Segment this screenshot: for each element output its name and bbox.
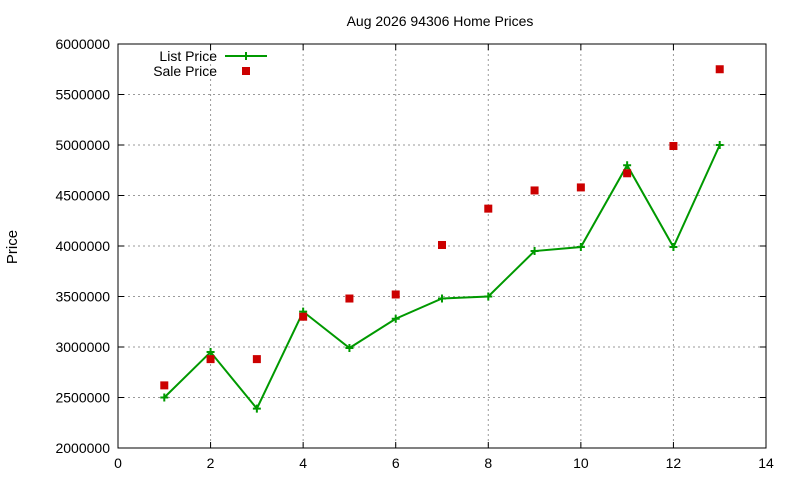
x-tick-label: 14 xyxy=(758,455,774,471)
list-price-series xyxy=(160,141,724,413)
y-tick-label: 5500000 xyxy=(55,87,110,103)
sale-price-point xyxy=(623,169,632,178)
list-price-point xyxy=(345,344,354,353)
list-price-line xyxy=(163,144,721,411)
list-price-point xyxy=(391,314,400,323)
legend-label-sale-price: Sale Price xyxy=(153,63,217,79)
y-tick-label: 4500000 xyxy=(55,188,110,204)
legend-marker-list-price xyxy=(242,52,250,60)
x-tick-label: 0 xyxy=(114,455,122,471)
list-price-point xyxy=(438,294,446,303)
x-tick-label: 6 xyxy=(392,455,400,471)
y-tick-label: 6000000 xyxy=(55,36,110,52)
x-tick-label: 10 xyxy=(573,455,589,471)
legend-label-list-price: List Price xyxy=(159,48,217,64)
x-tick-label: 12 xyxy=(666,455,682,471)
y-tick-label: 3500000 xyxy=(55,289,110,305)
list-price-point xyxy=(252,404,261,413)
list-price-point xyxy=(160,393,169,402)
x-tick-label: 2 xyxy=(207,455,215,471)
sale-price-point xyxy=(438,240,446,249)
list-price-point xyxy=(484,292,493,301)
list-price-point xyxy=(669,243,678,252)
y-tick-label: 5000000 xyxy=(55,137,110,153)
sale-price-point xyxy=(206,355,215,364)
chart-title: Aug 2026 94306 Home Prices xyxy=(347,13,534,29)
sale-price-point xyxy=(160,381,169,390)
x-tick-label: 4 xyxy=(299,455,307,471)
plot-frame xyxy=(117,43,767,449)
list-price-point xyxy=(206,348,215,357)
sale-price-point xyxy=(530,186,539,195)
y-tick-label: 4000000 xyxy=(55,238,110,254)
legend-marker-sale-price xyxy=(242,67,250,75)
grid-lines xyxy=(118,44,766,448)
sale-price-point xyxy=(345,294,354,303)
list-price-point xyxy=(715,141,724,149)
sale-price-point xyxy=(669,142,678,151)
list-price-point xyxy=(530,247,539,256)
list-price-point xyxy=(576,243,585,252)
sale-price-point xyxy=(391,290,400,299)
sale-price-point xyxy=(715,65,724,74)
tick-labels: 0 2 4 6 8 10 12 14 2000000 2500000 3000000 3500000 4… xyxy=(55,36,774,471)
y-axis-label: Price xyxy=(4,230,21,264)
sale-price-point xyxy=(484,204,493,213)
y-tick-label: 2500000 xyxy=(55,390,110,406)
sale-price-point xyxy=(252,355,261,364)
sale-price-point xyxy=(576,183,585,192)
x-tick-label: 8 xyxy=(484,455,492,471)
sale-price-series xyxy=(160,65,724,390)
list-price-point xyxy=(623,161,632,170)
y-tick-label: 2000000 xyxy=(55,440,110,456)
series-layer xyxy=(160,65,724,413)
y-tick-label: 3000000 xyxy=(55,339,110,355)
sale-price-point xyxy=(299,312,308,321)
